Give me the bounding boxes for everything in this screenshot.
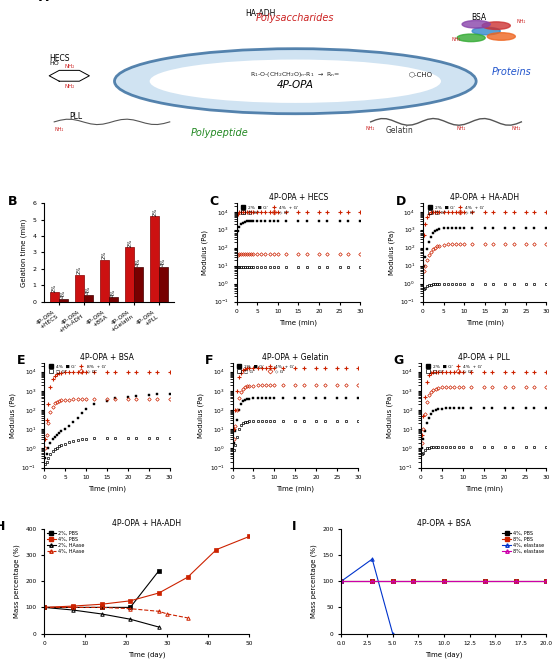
Y-axis label: Modulus (Pa): Modulus (Pa) <box>388 230 395 275</box>
Y-axis label: Modulus (Pa): Modulus (Pa) <box>386 393 392 438</box>
Y-axis label: Mass percentage (%): Mass percentage (%) <box>311 544 317 618</box>
Bar <box>150 216 159 301</box>
Text: BSA: BSA <box>471 13 486 23</box>
Circle shape <box>482 22 510 29</box>
Y-axis label: Gelation time (min): Gelation time (min) <box>20 218 27 287</box>
Text: E: E <box>17 354 25 367</box>
Text: NH₂: NH₂ <box>451 37 460 41</box>
Title: 4P-OPA + PLL: 4P-OPA + PLL <box>458 353 509 362</box>
Text: 2%: 2% <box>52 283 57 291</box>
Text: 4%: 4% <box>111 288 116 297</box>
Text: Polysaccharides: Polysaccharides <box>256 13 335 23</box>
Legend: 2%  ■ G', □ G", 4%  + G', ◇ G": 2% ■ G', □ G", 4% + G', ◇ G" <box>425 205 485 214</box>
FancyArrowPatch shape <box>113 96 121 107</box>
X-axis label: Time (day): Time (day) <box>425 652 463 658</box>
Text: 2%: 2% <box>152 207 157 215</box>
Circle shape <box>472 27 500 35</box>
Y-axis label: Modulus (Pa): Modulus (Pa) <box>198 393 204 438</box>
Text: A: A <box>39 0 49 4</box>
Text: Gelatin: Gelatin <box>386 127 413 135</box>
Text: ⬡-CHO: ⬡-CHO <box>409 71 433 77</box>
Text: 4%: 4% <box>86 285 91 293</box>
Text: NH₂: NH₂ <box>64 63 75 69</box>
Title: 4P-OPA + BSA: 4P-OPA + BSA <box>80 353 134 362</box>
Y-axis label: Mass percentage (%): Mass percentage (%) <box>13 544 20 618</box>
Text: NH₂: NH₂ <box>64 84 75 89</box>
Text: F: F <box>205 354 214 367</box>
Text: C: C <box>209 195 219 208</box>
Legend: 2%  ■ G', □ G", 4%  + G', ◇ G": 2% ■ G', □ G", 4% + G', ◇ G" <box>239 205 298 214</box>
X-axis label: Time (min): Time (min) <box>279 319 317 326</box>
Text: NH₂: NH₂ <box>365 126 375 131</box>
Text: 2%: 2% <box>102 251 107 259</box>
Text: 4%: 4% <box>161 258 166 266</box>
Text: H: H <box>0 520 6 533</box>
Bar <box>84 295 93 301</box>
Title: 4P-OPA + BSA: 4P-OPA + BSA <box>417 519 471 528</box>
Bar <box>100 259 109 301</box>
Ellipse shape <box>150 59 441 103</box>
Title: 4P-OPA + HA-ADH: 4P-OPA + HA-ADH <box>112 519 181 528</box>
Text: Polypeptide: Polypeptide <box>191 128 249 138</box>
Bar <box>159 267 168 301</box>
Text: 2%: 2% <box>127 238 132 247</box>
Text: HO: HO <box>49 61 59 66</box>
Ellipse shape <box>114 49 476 114</box>
Text: Proteins: Proteins <box>492 67 532 77</box>
Bar <box>75 275 84 301</box>
Legend: 2%  ■ G', □ G", 4%  + G', ◇ G": 2% ■ G', □ G", 4% + G', ◇ G" <box>423 365 482 374</box>
Circle shape <box>462 21 490 28</box>
Circle shape <box>487 33 516 40</box>
Text: $\mathregular{R_1}$-O-(CH$_2$CH$_2$O)$_n$-$\mathregular{R_1}$  →  $\mathregular{: $\mathregular{R_1}$-O-(CH$_2$CH$_2$O)$_n… <box>250 70 341 79</box>
Legend: 2%  ■ G', □ G", 4%  + G', ◇ G": 2% ■ G', □ G", 4% + G', ◇ G" <box>235 365 294 374</box>
X-axis label: Time (min): Time (min) <box>466 319 504 326</box>
X-axis label: Time (min): Time (min) <box>88 486 126 492</box>
Text: 2%: 2% <box>77 266 82 275</box>
Bar <box>109 297 118 301</box>
Text: NH₂: NH₂ <box>456 126 465 131</box>
Text: 4P-OPA: 4P-OPA <box>277 80 314 90</box>
Text: 4%: 4% <box>61 289 66 297</box>
Text: NH₂: NH₂ <box>516 19 526 24</box>
Bar <box>59 299 67 301</box>
Legend: 4%  ■ G', □ G", 8%  + G', ◇ G": 4% ■ G', □ G", 8% + G', ◇ G" <box>46 365 106 374</box>
Text: NH₂: NH₂ <box>511 126 521 131</box>
Text: G: G <box>393 354 404 367</box>
Text: 4%: 4% <box>136 258 141 266</box>
Title: 4P-OPA + Gelatin: 4P-OPA + Gelatin <box>262 353 328 362</box>
Text: HECS: HECS <box>49 54 70 63</box>
Bar <box>134 267 143 301</box>
Text: I: I <box>292 520 297 533</box>
Bar <box>50 293 59 301</box>
Bar <box>125 247 134 301</box>
Legend: 2%, PBS, 4%, PBS, 2%, HAase, 4%, HAase: 2%, PBS, 4%, PBS, 2%, HAase, 4%, HAase <box>46 531 84 554</box>
Title: 4P-OPA + HA-ADH: 4P-OPA + HA-ADH <box>450 193 519 203</box>
X-axis label: Time (min): Time (min) <box>465 486 503 492</box>
X-axis label: Time (min): Time (min) <box>277 486 314 492</box>
Y-axis label: Modulus (Pa): Modulus (Pa) <box>9 393 16 438</box>
Title: 4P-OPA + HECS: 4P-OPA + HECS <box>269 193 328 203</box>
Text: HA-ADH: HA-ADH <box>245 9 275 19</box>
Y-axis label: Modulus (Pa): Modulus (Pa) <box>202 230 208 275</box>
Text: PLL: PLL <box>70 112 82 121</box>
Text: B: B <box>8 195 17 208</box>
Legend: 4%, PBS, 8%, PBS, 4%, elastase, 8%, elastase: 4%, PBS, 8%, PBS, 4%, elastase, 8%, elas… <box>502 531 544 554</box>
X-axis label: Time (day): Time (day) <box>128 652 166 658</box>
Text: D: D <box>396 195 406 208</box>
Circle shape <box>457 34 485 41</box>
Text: NH₂: NH₂ <box>54 127 63 132</box>
